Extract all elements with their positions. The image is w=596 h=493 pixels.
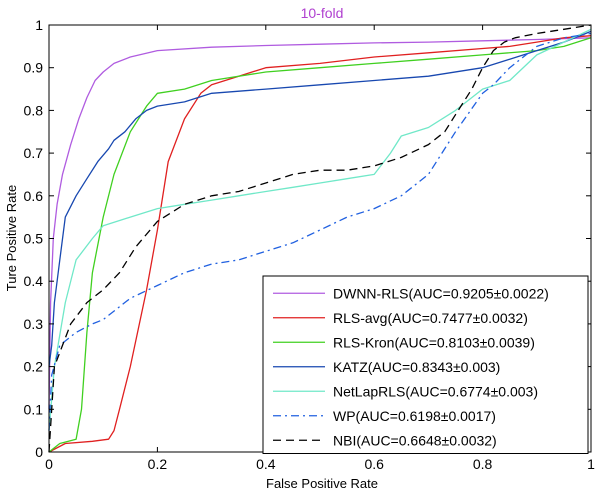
y-axis-label: Ture Positive Rate [4,185,19,291]
legend-box [262,275,589,454]
y-tick-label: 0.1 [24,401,44,417]
axis-ticks: 0 0.2 0.4 0.6 0.8 1 0 0.1 0.2 0.3 0.4 0.5 0.6 0.7 0.8 0… [24,17,596,472]
legend-entry: WP(AUC=0.6198±0.0017) [333,408,496,424]
x-tick-label: 0.6 [364,456,384,472]
legend-entry: RLS-Kron(AUC=0.8103±0.0039) [333,334,535,350]
series-line-6 [48,32,592,431]
x-tick-label: 0.2 [148,456,168,472]
x-tick-label: 0.4 [256,456,276,472]
y-tick-label: 0.3 [24,316,44,332]
x-tick-label: 0.8 [473,456,493,472]
series-line-3 [48,37,592,453]
y-tick-label: 0.7 [24,145,44,161]
y-tick-label: 0.8 [24,102,44,118]
y-tick-label: 0.5 [24,231,44,247]
y-tick-label: 0.9 [24,60,44,76]
legend-entry: KATZ(AUC=0.8343±0.003) [333,359,500,375]
series-line-1 [48,37,592,410]
chart-title: 10-fold [301,5,344,21]
y-tick-label: 0.4 [24,273,44,289]
y-tick-label: 0.6 [24,188,44,204]
legend-entry: NetLapRLS(AUC=0.6774±0.003) [333,383,538,399]
y-tick-label: 1 [35,17,43,33]
series-line-5 [48,28,592,431]
series-line-2 [48,35,592,453]
y-tick-label: 0.2 [24,359,44,375]
series-layer [48,24,592,453]
series-line-4 [48,30,592,367]
y-tick-label: 0 [35,444,43,460]
x-tick-label: 1 [587,456,595,472]
legend-entry: NBI(AUC=0.6648±0.0032) [333,432,497,448]
legend: DWNN-RLS(AUC=0.9205±0.0022) RLS-avg(AUC=0… [262,275,589,454]
x-axis-label: False Positive Rate [266,476,378,491]
legend-entry: RLS-avg(AUC=0.7477±0.0032) [333,310,528,326]
legend-entry: DWNN-RLS(AUC=0.9205±0.0022) [333,285,549,301]
x-tick-label: 0 [45,456,53,472]
